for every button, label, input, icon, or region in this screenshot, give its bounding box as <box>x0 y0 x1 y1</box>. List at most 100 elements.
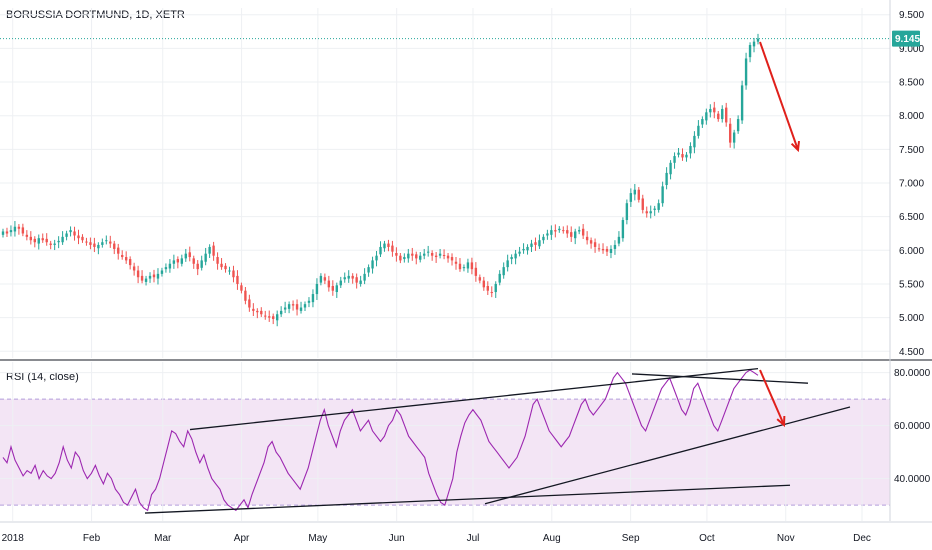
rsi-tick-label: 60.0000 <box>894 421 931 432</box>
price-tick-label: 6.500 <box>899 212 924 223</box>
candle-body <box>550 230 553 235</box>
candle-body <box>57 240 60 243</box>
candle-body <box>597 248 601 250</box>
candle-body <box>740 85 744 121</box>
candle-body <box>85 241 88 243</box>
candle-body <box>216 257 219 264</box>
candle-body <box>260 310 263 315</box>
candle-body <box>180 258 184 264</box>
candle-body <box>697 125 700 136</box>
candle-body <box>379 246 382 255</box>
month-tick-label: 2018 <box>2 533 25 544</box>
candle-body <box>109 241 112 244</box>
candle-body <box>446 255 450 259</box>
price-tick-label: 9.000 <box>899 44 924 55</box>
candle-body <box>208 246 211 254</box>
candle-body <box>438 253 442 256</box>
candle-body <box>200 260 203 268</box>
rsi-trendline-resistance <box>631 373 809 384</box>
candle-body <box>577 230 581 232</box>
candle-body <box>613 244 617 249</box>
candle-body <box>343 277 346 280</box>
candle-body <box>736 119 740 132</box>
rsi-trendline-upper <box>189 367 759 431</box>
candle-body <box>669 162 672 175</box>
candle-body <box>89 242 92 245</box>
candle-body <box>375 255 378 261</box>
candle-body <box>391 245 394 252</box>
last-price-label: 9.145 <box>895 34 920 45</box>
candle-body <box>156 273 160 279</box>
candle-body <box>705 112 708 121</box>
candle-body <box>407 253 410 259</box>
candle-body <box>562 230 565 232</box>
rsi-trendline-lower <box>144 484 791 514</box>
candle-body <box>494 283 497 293</box>
candle-body <box>665 172 668 186</box>
candle-body <box>589 240 593 244</box>
rsi-arrow-line <box>759 369 785 426</box>
candle-body <box>331 285 335 291</box>
candle-body <box>629 193 633 202</box>
candle-body <box>502 267 505 276</box>
candle-body <box>164 267 168 270</box>
candle-body <box>315 283 319 295</box>
candle-body <box>303 304 307 308</box>
candle-body <box>41 238 44 241</box>
candle-body <box>307 300 311 303</box>
price-tick-label: 5.500 <box>899 279 924 290</box>
candle-body <box>291 304 295 306</box>
candle-body <box>363 273 366 281</box>
candle-body <box>423 253 426 256</box>
candle-body <box>81 236 84 241</box>
candle-body <box>371 260 374 269</box>
candle-body <box>93 243 96 247</box>
candle-body <box>685 154 688 158</box>
month-tick-label: Apr <box>234 533 250 544</box>
candle-body <box>105 240 108 242</box>
candle-body <box>387 243 390 247</box>
month-tick-label: Dec <box>853 533 871 544</box>
candle-body <box>73 231 76 236</box>
month-tick-label: May <box>308 533 327 544</box>
candle-body <box>522 248 525 251</box>
candle-body <box>486 285 489 291</box>
candle-body <box>212 245 215 256</box>
candle-body <box>462 267 466 269</box>
candle-body <box>61 236 64 243</box>
candle-body <box>744 58 748 86</box>
price-tick-label: 4.500 <box>899 347 924 358</box>
candle-body <box>601 248 605 251</box>
candle-body <box>136 270 140 278</box>
candle-body <box>458 263 462 270</box>
candle-body <box>717 113 720 120</box>
candle-body <box>411 253 414 256</box>
candle-body <box>188 252 191 258</box>
candle-body <box>45 238 48 243</box>
candle-body <box>124 257 128 261</box>
price-tick-label: 9.500 <box>899 10 924 21</box>
candle-body <box>101 242 104 245</box>
candle-body <box>725 107 728 123</box>
price-tick-label: 5.000 <box>899 313 924 324</box>
candle-body <box>272 316 275 319</box>
rsi-line <box>2 369 759 512</box>
rsi-tick-label: 80.0000 <box>894 368 931 379</box>
candle-body <box>140 275 144 281</box>
candle-body <box>295 304 299 310</box>
candle-body <box>117 247 120 254</box>
candle-body <box>510 257 513 260</box>
candle-body <box>204 253 207 262</box>
candle-body <box>37 238 40 244</box>
price-arrow-line <box>759 41 799 151</box>
price-arrow-head <box>790 140 800 153</box>
candle-body <box>339 280 342 286</box>
month-tick-label: Jun <box>389 533 405 544</box>
candle-body <box>526 246 529 251</box>
candle-body <box>224 265 227 270</box>
last-price-badge <box>892 30 920 47</box>
candle-body <box>641 198 644 210</box>
candle-body <box>673 156 676 163</box>
candle-body <box>617 236 621 244</box>
